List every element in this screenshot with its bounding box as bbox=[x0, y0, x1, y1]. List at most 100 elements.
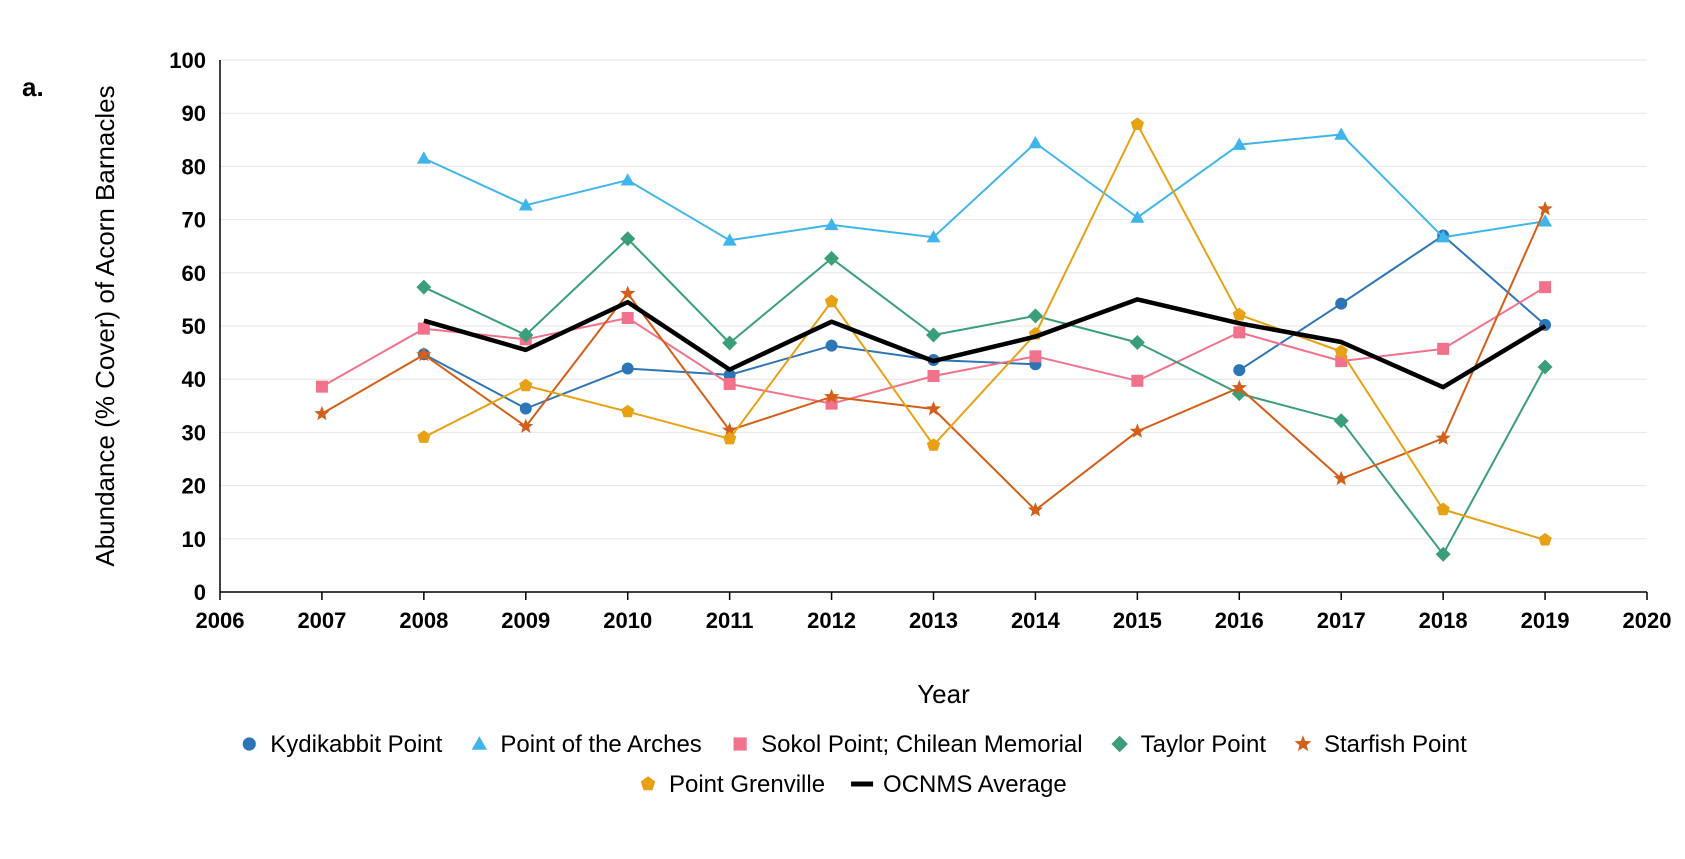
legend-label: OCNMS Average bbox=[883, 771, 1067, 798]
data-point bbox=[1435, 430, 1451, 445]
data-point bbox=[1027, 502, 1043, 517]
gridlines bbox=[220, 59, 1647, 540]
y-tick-label: 50 bbox=[182, 314, 206, 339]
data-point bbox=[621, 312, 634, 325]
data-point bbox=[722, 233, 737, 246]
data-point bbox=[1435, 546, 1451, 562]
data-point bbox=[1029, 350, 1042, 363]
data-point bbox=[1537, 201, 1553, 216]
data-point bbox=[1232, 137, 1247, 150]
legend-label: Point Grenville bbox=[669, 771, 825, 798]
x-tick-label: 2009 bbox=[501, 608, 550, 633]
data-point bbox=[824, 217, 839, 231]
y-tick-label: 10 bbox=[182, 527, 206, 552]
data-point bbox=[1335, 297, 1348, 310]
data-point bbox=[723, 431, 737, 445]
panel-label: a. bbox=[22, 72, 44, 102]
x-tick-label: 2006 bbox=[196, 608, 245, 633]
x-tick-label: 2015 bbox=[1113, 608, 1162, 633]
data-point bbox=[1129, 423, 1145, 438]
data-point bbox=[1333, 413, 1349, 429]
series-point-of-the-arches bbox=[416, 127, 1553, 246]
data-point bbox=[416, 346, 432, 362]
series-taylor-point bbox=[416, 231, 1553, 562]
x-tick-label: 2011 bbox=[706, 608, 754, 633]
data-point bbox=[1130, 117, 1144, 130]
data-point bbox=[825, 339, 838, 352]
series-line bbox=[423, 237, 1546, 556]
data-point bbox=[926, 230, 941, 243]
data-point bbox=[1437, 342, 1450, 355]
data-point bbox=[518, 418, 534, 433]
y-tick-label: 70 bbox=[182, 208, 206, 233]
data-point bbox=[1334, 344, 1348, 358]
data-point bbox=[314, 405, 330, 421]
x-tick-label: 2007 bbox=[297, 608, 346, 633]
data-point bbox=[1538, 214, 1553, 227]
series-point-grenville bbox=[417, 117, 1552, 546]
y-tick-label: 60 bbox=[182, 261, 206, 286]
x-tick-label: 2010 bbox=[603, 608, 652, 633]
legend-item: Kydikabbit Point bbox=[242, 731, 443, 758]
data-point bbox=[1233, 326, 1246, 339]
legend-item: Starfish Point bbox=[1294, 731, 1467, 758]
data-point bbox=[416, 151, 431, 164]
legend-swatch bbox=[471, 736, 488, 750]
data-point bbox=[1334, 127, 1349, 140]
data-point bbox=[1027, 308, 1043, 324]
y-tick-label: 0 bbox=[194, 580, 206, 605]
data-point bbox=[1436, 230, 1451, 243]
x-tick-label: 2017 bbox=[1317, 608, 1366, 633]
data-point bbox=[824, 250, 840, 266]
legend-label: Starfish Point bbox=[1324, 731, 1467, 758]
x-tick-label: 2018 bbox=[1419, 608, 1468, 633]
series-line bbox=[423, 123, 1546, 541]
x-axis-title: Year bbox=[917, 679, 970, 709]
x-tick-label: 2020 bbox=[1623, 608, 1672, 633]
data-point bbox=[315, 380, 328, 393]
data-point bbox=[620, 285, 636, 300]
data-point bbox=[925, 401, 942, 416]
legend-swatch bbox=[242, 737, 256, 751]
data-point bbox=[723, 368, 736, 381]
data-point bbox=[417, 322, 430, 335]
data-point bbox=[621, 404, 635, 418]
data-point bbox=[620, 173, 635, 186]
y-tick-label: 30 bbox=[182, 420, 206, 445]
y-tick-label: 90 bbox=[182, 101, 206, 126]
legend-label: Sokol Point; Chilean Memorial bbox=[761, 731, 1082, 758]
legend-item: Sokol Point; Chilean Memorial bbox=[733, 731, 1083, 758]
legend-item: Taylor Point bbox=[1111, 731, 1266, 758]
legend-label: Taylor Point bbox=[1141, 731, 1267, 758]
data-point bbox=[621, 362, 634, 375]
data-point bbox=[926, 438, 941, 451]
data-point bbox=[1130, 210, 1145, 223]
data-point bbox=[1538, 532, 1552, 546]
data-point bbox=[416, 279, 432, 295]
data-point bbox=[1335, 355, 1348, 368]
data-point bbox=[518, 198, 533, 211]
legend: Kydikabbit Point Point of the Arches Sokol… bbox=[242, 731, 1467, 798]
series-starfish-point bbox=[314, 201, 1553, 517]
data-point bbox=[926, 327, 941, 343]
x-tick-label: 2014 bbox=[1011, 608, 1061, 633]
x-tick-label: 2008 bbox=[399, 608, 448, 633]
series-layer bbox=[314, 117, 1553, 562]
data-point bbox=[722, 335, 738, 351]
data-point bbox=[1436, 502, 1450, 516]
legend-swatch bbox=[1294, 735, 1312, 752]
x-tick-label: 2012 bbox=[807, 608, 856, 633]
series-line bbox=[423, 297, 1547, 390]
x-tick-label: 2016 bbox=[1215, 608, 1264, 633]
data-point bbox=[1131, 374, 1144, 387]
data-point bbox=[1232, 307, 1246, 321]
data-point bbox=[723, 377, 736, 390]
axes: 0 10 20 30 40 50 60 70 80 90 100 2006 2007 2008 2009 20… bbox=[90, 48, 1671, 709]
data-point bbox=[927, 370, 940, 383]
legend-item: Point Grenville bbox=[640, 771, 825, 798]
data-point bbox=[1333, 470, 1349, 486]
data-point bbox=[417, 430, 431, 443]
data-point bbox=[519, 402, 532, 415]
data-point bbox=[722, 422, 738, 437]
